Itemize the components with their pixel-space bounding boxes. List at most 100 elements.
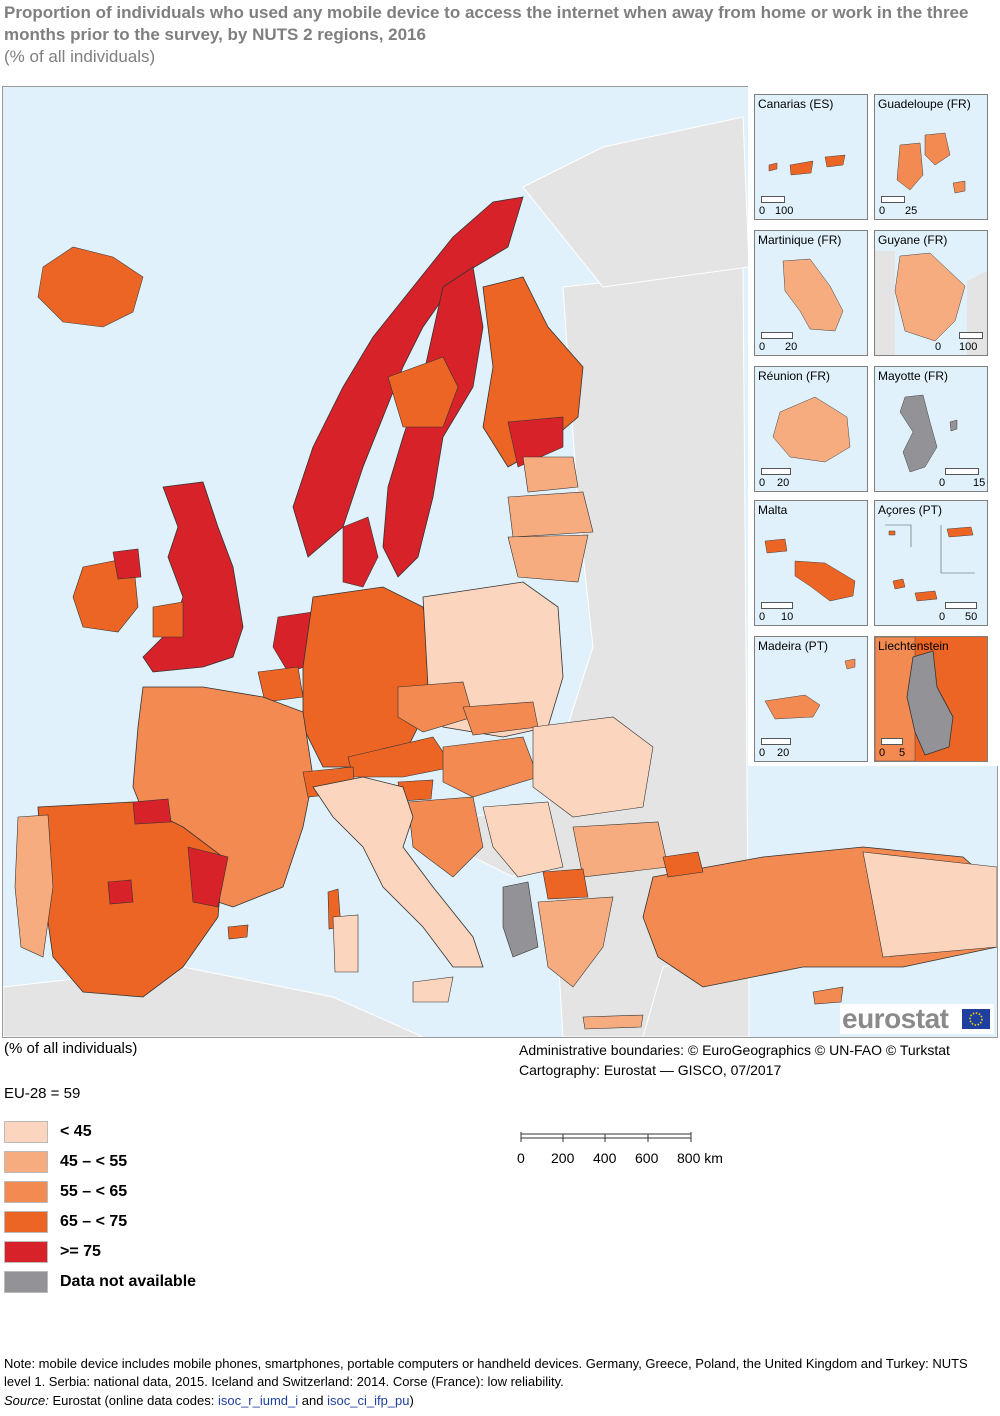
scale-tick: 400 [593, 1150, 617, 1166]
legend-swatch [4, 1241, 48, 1263]
region-latvia [507, 491, 594, 538]
inset-name: Madeira (PT) [758, 639, 829, 653]
inset-scale-min: 0 [939, 477, 946, 489]
inset-scale-min: 0 [759, 341, 766, 353]
inset-scale-min: 0 [759, 205, 766, 217]
legend-swatch [4, 1181, 48, 1203]
inset-scale-bar [945, 602, 977, 609]
region-iceland [37, 246, 144, 328]
data-code-link[interactable]: isoc_r_iumd_i [217, 1393, 299, 1408]
region-belgium [257, 666, 304, 703]
legend-label: >= 75 [60, 1243, 101, 1260]
region-sweden-north [387, 356, 459, 428]
region-italy [312, 776, 484, 968]
region-romania [532, 716, 654, 818]
region-croatia [407, 796, 484, 878]
region-serbia [482, 801, 564, 878]
acores-shapes [885, 524, 975, 602]
malta-shapes [764, 538, 856, 602]
region-greece [537, 896, 614, 988]
legend-label: 55 – < 65 [60, 1183, 128, 1200]
inset-scale-max: 20 [777, 477, 790, 489]
inset-malta: Malta 0 10 [754, 500, 868, 626]
region-sardinia [332, 914, 359, 973]
canarias-shapes [768, 154, 846, 176]
map-unit-label: (% of all individuals) [4, 1040, 138, 1057]
region-madrid [107, 879, 134, 905]
region-montenegro-albania-na [502, 881, 539, 958]
region-balearic [227, 924, 249, 940]
scale-tick: 600 [635, 1150, 659, 1166]
region-lithuania [507, 534, 589, 583]
region-hungary [442, 736, 539, 798]
region-germany [302, 586, 434, 768]
footnote: Note: mobile device includes mobile phon… [4, 1356, 968, 1389]
legend-swatch [4, 1271, 48, 1293]
source-close: ) [409, 1393, 414, 1408]
inset-guadeloupe: Guadeloupe (FR) 0 25 [874, 94, 988, 220]
martinique-shapes [782, 258, 844, 332]
inset-scale-bar [959, 332, 983, 339]
inset-scale-min: 0 [879, 205, 886, 217]
inset-scale-max: 20 [777, 747, 790, 759]
logo-text: eurostat [842, 1003, 949, 1034]
inset-reunion: Réunion (FR) 0 20 [754, 366, 868, 492]
eurostat-logo: eurostat [840, 1004, 994, 1034]
inset-name: Martinique (FR) [758, 233, 842, 247]
inset-acores: Açores (PT) 0 50 [874, 500, 988, 626]
scale-bar [520, 1132, 692, 1142]
inset-scale-bar [881, 738, 903, 745]
legend-swatch [4, 1121, 48, 1143]
inset-guyane: Guyane (FR) 0 100 [874, 230, 988, 356]
data-code-link[interactable]: isoc_ci_ifp_pu [327, 1393, 410, 1408]
legend-label: Data not available [60, 1273, 197, 1290]
liechtenstein-shapes [875, 637, 954, 761]
inset-scale-bar [945, 468, 979, 475]
inset-name: Guadeloupe (FR) [878, 97, 971, 111]
region-estonia [522, 456, 579, 493]
europe-map-svg [3, 116, 997, 1037]
region-northern-ireland [112, 548, 142, 580]
inset-scale-min: 0 [879, 747, 886, 759]
region-finland-south [507, 416, 564, 468]
region-crete [582, 1014, 644, 1030]
scale-tick: 0 [517, 1150, 525, 1166]
region-istanbul [662, 851, 704, 878]
legend-label: 65 – < 75 [60, 1213, 128, 1230]
region-norway [292, 196, 524, 558]
eu-flag-icon [962, 1009, 990, 1029]
inset-mayotte: Mayotte (FR) 0 15 [874, 366, 988, 492]
inset-scale-min: 0 [759, 747, 766, 759]
inset-scale-bar [761, 738, 791, 745]
region-sicily [412, 976, 454, 1003]
region-basque [132, 798, 172, 825]
inset-scale-bar [761, 196, 785, 203]
scale-tick: 200 [551, 1150, 575, 1166]
inset-madeira: Madeira (PT) 0 20 [754, 636, 868, 762]
legend-swatch [4, 1211, 48, 1233]
inset-martinique: Martinique (FR) 0 20 [754, 230, 868, 356]
region-bulgaria [572, 821, 669, 878]
inset-scale-bar [761, 332, 793, 339]
map-subtitle: (% of all individuals) [4, 47, 156, 66]
region-wales [152, 601, 184, 638]
legend-label: 45 – < 55 [60, 1153, 128, 1170]
inset-scale-max: 20 [785, 341, 798, 353]
inset-scale-min: 0 [759, 477, 766, 489]
inset-scale-max: 50 [965, 611, 978, 623]
insets-panel: Canarias (ES) 0 100 Guadeloupe (FR) 0 25… [748, 86, 998, 766]
region-macedonia [542, 868, 589, 900]
boundaries-credit: Administrative boundaries: © EuroGeograp… [519, 1042, 950, 1058]
mayotte-shapes [899, 394, 958, 473]
region-portugal [14, 814, 54, 958]
reunion-shapes [772, 396, 851, 463]
non-eu-land-russia-north [522, 116, 750, 288]
inset-scale-min: 0 [939, 611, 946, 623]
inset-scale-bar [761, 602, 793, 609]
source-line: Source: Eurostat (online data codes: iso… [4, 1393, 414, 1408]
inset-scale-max: 5 [899, 747, 906, 759]
eu-average: EU-28 = 59 [4, 1085, 81, 1102]
guadeloupe-shapes [896, 132, 966, 194]
guyane-shapes [875, 251, 987, 355]
inset-name: Guyane (FR) [878, 233, 948, 247]
